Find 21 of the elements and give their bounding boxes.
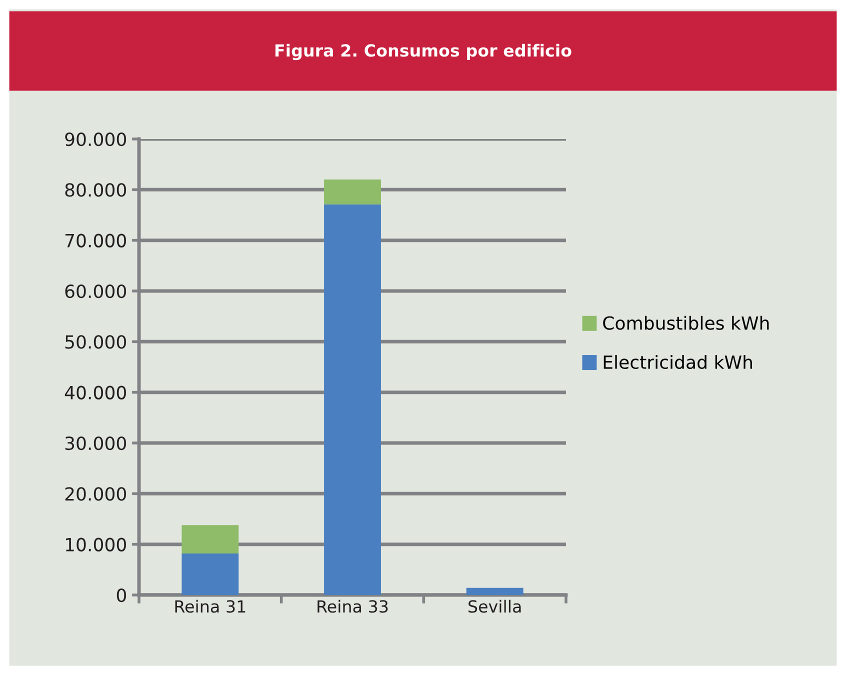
y-tick-label: 90.000 [65, 132, 126, 146]
y-tick-label: 10.000 [66, 538, 126, 552]
x-tick-label: Sevilla [468, 600, 521, 613]
bar [182, 553, 239, 595]
bar [466, 588, 524, 595]
y-tick-label: 70.000 [66, 234, 126, 248]
y-tick-label: 50.000 [65, 335, 126, 349]
y-tick-label: 20.000 [65, 487, 126, 501]
bar [324, 180, 381, 204]
y-tick-label: 80.000 [65, 183, 126, 197]
bar [324, 204, 381, 595]
y-tick-label: 30.000 [65, 436, 126, 450]
y-tick-label: 0 [116, 588, 126, 602]
bar [182, 525, 239, 554]
x-tick-label: Reina 33 [318, 600, 388, 613]
chart-title: Figura 2. Consumos por edificio [275, 44, 572, 60]
legend-label: Combustibles kWh [603, 316, 769, 330]
x-tick-label: Reina 31 [175, 600, 246, 613]
y-tick-label: 40.000 [64, 386, 126, 400]
y-tick-label: 60.000 [65, 284, 126, 298]
legend-label: Electricidad kWh [604, 355, 752, 370]
